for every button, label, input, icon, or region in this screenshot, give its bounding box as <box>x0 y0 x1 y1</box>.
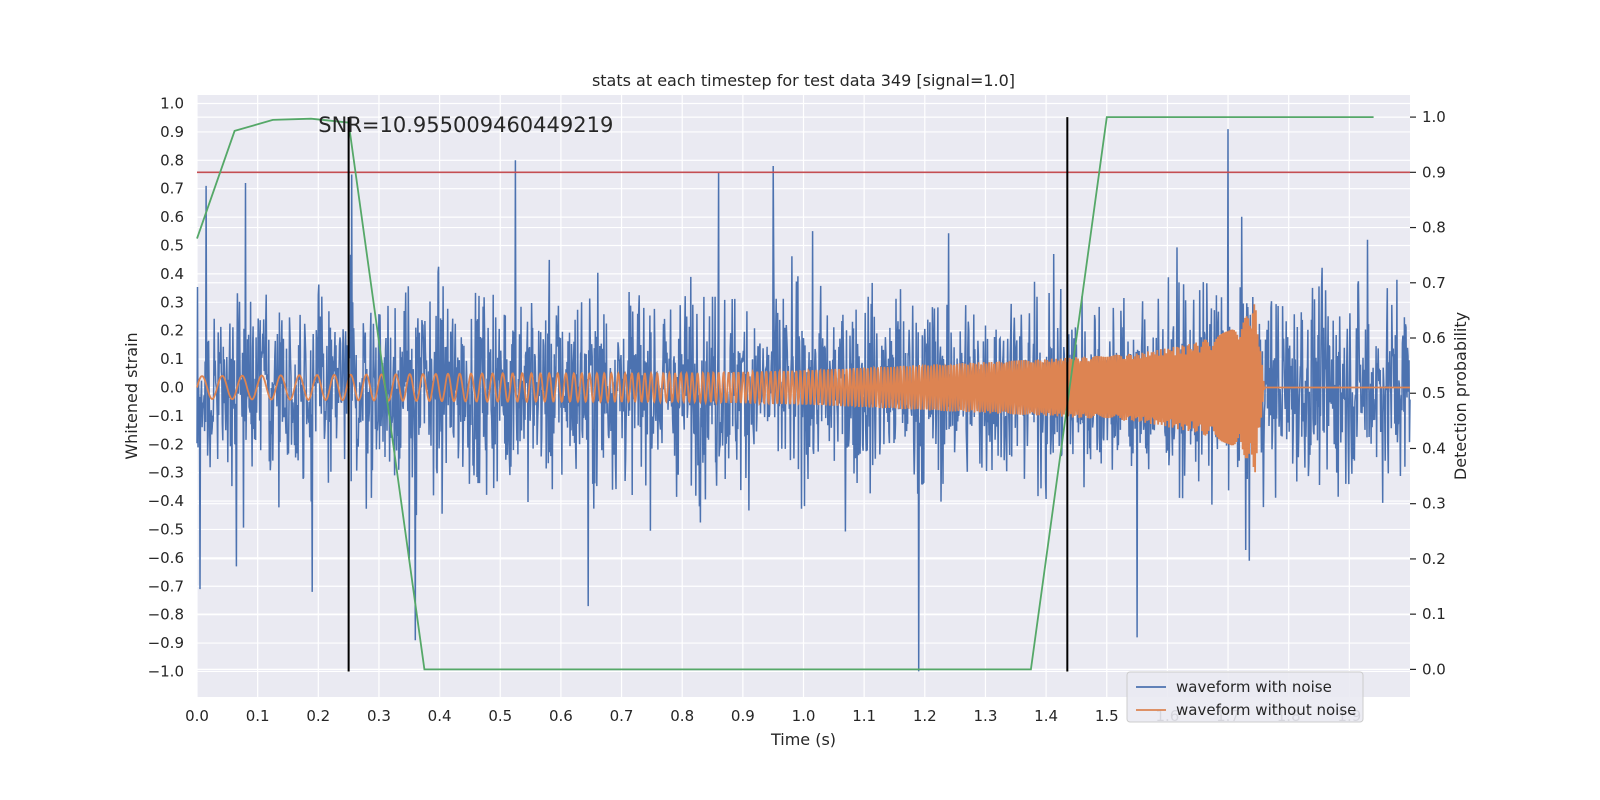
x-tick-label: 0.7 <box>610 707 634 725</box>
y-tick-label: −0.5 <box>148 520 184 538</box>
y-tick-label: −0.3 <box>148 464 184 482</box>
x-tick-label: 0.6 <box>549 707 573 725</box>
y2-tick-label: 0.3 <box>1422 495 1446 513</box>
y-tick-label: −0.9 <box>148 634 184 652</box>
y-tick-label: 0.4 <box>160 265 184 283</box>
x-tick-label: 0.9 <box>731 707 755 725</box>
y2-tick-label: 1.0 <box>1422 108 1446 126</box>
series-detection-probability <box>196 116 1374 671</box>
y2-tick-label: 0.0 <box>1422 660 1446 678</box>
chart-title: stats at each timestep for test data 349… <box>592 71 1015 90</box>
x-tick-label: 0.0 <box>185 707 209 725</box>
y-tick-label: 0.3 <box>160 293 184 311</box>
y-tick-label: −1.0 <box>148 662 184 680</box>
x-tick-label: 1.2 <box>913 707 937 725</box>
x-tick-label: 1.5 <box>1095 707 1119 725</box>
y-tick-label: 0.8 <box>160 151 184 169</box>
y-tick-label: −0.2 <box>148 435 184 453</box>
x-tick-label: 0.4 <box>428 707 452 725</box>
y-tick-label: 0.0 <box>160 378 184 396</box>
y2-tick-label: 0.5 <box>1422 384 1446 402</box>
snr-annotation: SNR=10.955009460449219 <box>318 113 613 137</box>
y-tick-label: −0.6 <box>148 549 184 567</box>
y-tick-label: 0.2 <box>160 322 184 340</box>
y-tick-label: 1.0 <box>160 95 184 113</box>
y2-tick-label: 0.1 <box>1422 605 1446 623</box>
legend-label-clean: waveform without noise <box>1176 701 1356 719</box>
legend-box <box>1126 671 1364 723</box>
y-tick-label: 0.5 <box>160 237 184 255</box>
x-tick-label: 0.2 <box>306 707 330 725</box>
y-tick-label: 0.6 <box>160 208 184 226</box>
y-tick-label: −0.1 <box>148 407 184 425</box>
legend: waveform with noise waveform without noi… <box>1126 671 1364 723</box>
y2-tick-label: 0.2 <box>1422 550 1446 568</box>
x-tick-label: 1.0 <box>792 707 816 725</box>
y-axis-label: Whitened strain <box>122 332 141 459</box>
left-axis-ticks: 1.0 0.9 0.8 0.7 0.6 0.5 0.4 0.3 0.2 0.1 0.0 −0.1 −0.… <box>148 95 184 681</box>
y-tick-label: −0.8 <box>148 606 184 624</box>
y-tick-label: 0.1 <box>160 350 184 368</box>
y2-tick-label: 0.4 <box>1422 439 1446 457</box>
y2-tick-label: 0.7 <box>1422 274 1446 292</box>
y2-tick-label: 0.6 <box>1422 329 1446 347</box>
x-tick-label: 1.4 <box>1034 707 1058 725</box>
y2-tick-label: 0.8 <box>1422 219 1446 237</box>
y-tick-label: 0.7 <box>160 180 184 198</box>
right-axis-ticks: 1.0 0.9 0.8 0.7 0.6 0.5 0.4 0.3 0.2 0.1 0.0 <box>1410 108 1446 678</box>
x-tick-label: 1.1 <box>852 707 876 725</box>
x-tick-label: 0.5 <box>488 707 512 725</box>
x-tick-label: 1.3 <box>974 707 998 725</box>
series-layer <box>196 116 1411 672</box>
x-tick-label: 0.8 <box>670 707 694 725</box>
y-tick-label: 0.9 <box>160 123 184 141</box>
y2-tick-label: 0.9 <box>1422 163 1446 181</box>
x-tick-label: 0.1 <box>246 707 270 725</box>
x-tick-label: 0.3 <box>367 707 391 725</box>
y2-axis-label: Detection probability <box>1451 312 1470 480</box>
grid <box>196 95 1410 697</box>
series-waveform-without-noise <box>196 304 1410 473</box>
legend-label-noise: waveform with noise <box>1176 678 1332 696</box>
y-tick-label: −0.7 <box>148 577 184 595</box>
x-axis-label: Time (s) <box>770 730 836 749</box>
y-tick-label: −0.4 <box>148 492 184 510</box>
